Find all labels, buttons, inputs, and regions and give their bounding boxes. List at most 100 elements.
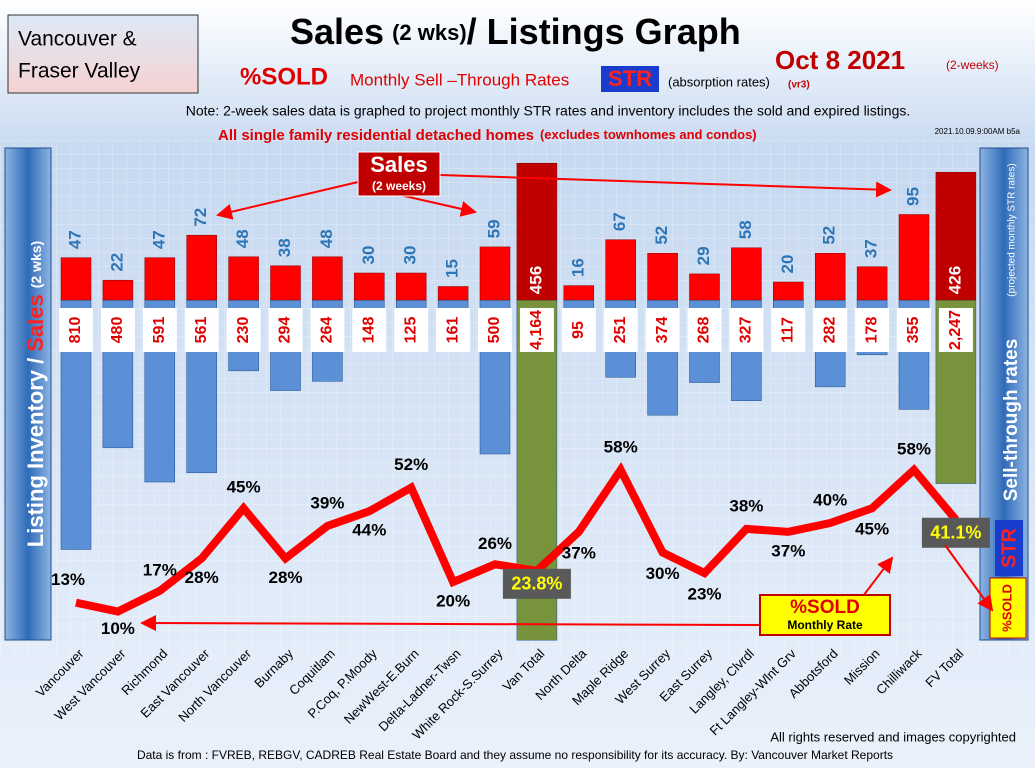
listing-label: 95 (570, 321, 587, 339)
sales-bar (270, 265, 301, 301)
sales-callout: (2 weeks) (372, 179, 426, 193)
sales-bar (773, 281, 804, 301)
str-label: 13% (51, 570, 85, 589)
listing-label-box (268, 308, 303, 352)
str-line (75, 462, 959, 616)
listing-label: 282 (821, 317, 838, 344)
sales-label: 38 (275, 238, 294, 257)
sales-label: 22 (107, 253, 126, 272)
sales-bar (856, 266, 888, 301)
sales-label: 48 (233, 229, 252, 248)
listing-label-box (59, 308, 93, 352)
region: Vancouver & (18, 28, 137, 51)
str-box (995, 520, 1023, 576)
region: Fraser Valley (18, 60, 141, 83)
str-label: 23.8% (511, 574, 562, 594)
listing-label-box (478, 308, 512, 352)
listing-label-box (310, 308, 345, 352)
sold-label: %SOLD (240, 63, 328, 90)
subtitle: Monthly Sell –Through Rates (350, 70, 569, 89)
sales-bar (731, 247, 762, 301)
str-label: 45% (855, 520, 889, 539)
listing-label-box (855, 308, 890, 352)
listing-label: 230 (235, 317, 252, 344)
listing-label-box (813, 308, 848, 352)
note: Note: 2-week sales data is graphed to pr… (186, 103, 911, 119)
str-label: 28% (268, 568, 302, 587)
sales-label: 59 (484, 219, 503, 238)
timestamp: 2021.10.09.9:00AM b5a (935, 127, 1021, 136)
sales-label: 67 (610, 212, 629, 231)
sales-callout: Sales (370, 152, 428, 177)
listing-label-box (561, 308, 596, 352)
str-label: 37% (771, 541, 805, 560)
str-label: 58% (604, 437, 638, 456)
sales-bar (814, 252, 846, 301)
str-label: 30% (646, 564, 680, 583)
rights: All rights reserved and images copyright… (770, 729, 1016, 744)
str-label: 44% (352, 521, 386, 540)
listing-label: 125 (402, 317, 419, 344)
sales-bar (647, 252, 678, 301)
str-label: 58% (897, 439, 931, 458)
sales-label: 29 (694, 246, 713, 265)
listing-label-box (687, 308, 722, 352)
str-box (601, 66, 659, 92)
sales-label: 52 (820, 226, 839, 245)
sales-label: 58 (736, 220, 755, 239)
sales-label: 16 (568, 258, 587, 277)
str-label: 37% (562, 543, 596, 562)
str-total-box (921, 517, 990, 548)
listing-label-box (142, 308, 177, 352)
sales-bar (437, 286, 469, 301)
sales-bar (144, 257, 176, 301)
listing-label: 355 (905, 317, 922, 344)
str-label: 23% (687, 585, 721, 604)
sales-label: 72 (191, 208, 210, 227)
listing-label-box (226, 308, 261, 352)
listing-label: 264 (319, 317, 336, 344)
sales-label: 20 (778, 255, 797, 274)
date: Oct 8 2021 (775, 45, 905, 75)
listing-label-box (771, 308, 806, 352)
listing-label: 591 (151, 317, 168, 344)
right-str: STR (998, 527, 1020, 568)
absorption: (absorption rates) (668, 74, 770, 89)
listing-label-box (100, 308, 135, 352)
listing-label: 480 (109, 317, 126, 344)
listing-label: 561 (193, 317, 210, 344)
listing-label: 117 (780, 317, 797, 343)
listing-label-box (352, 308, 387, 352)
listing-label: 251 (612, 317, 629, 344)
sales-bar (563, 285, 595, 301)
listing-label-box (938, 308, 973, 352)
listing-label: 2,247 (947, 310, 964, 350)
listing-label: 327 (738, 317, 755, 344)
title: Sales (2 wks)/ Listings Graph (290, 11, 741, 52)
sales-bar (605, 239, 636, 301)
str-total-box (502, 568, 571, 599)
listing-label-box (897, 308, 931, 352)
listing-label-box (519, 308, 554, 352)
listing-label: 161 (444, 317, 461, 344)
str-label: 40% (813, 490, 847, 509)
sales-label: 95 (903, 187, 922, 206)
sales-bar (102, 279, 134, 301)
left-panel (4, 147, 52, 641)
listing-label: 178 (863, 317, 880, 344)
listing-label: 4,164 (528, 310, 545, 350)
region-box (7, 14, 199, 94)
sales-bar (516, 162, 558, 301)
sales-bar (479, 246, 511, 301)
listing-label: 294 (277, 317, 294, 344)
str-label: 38% (729, 496, 763, 515)
sales-label: 30 (359, 246, 378, 265)
date-note: (2-weeks) (946, 58, 999, 72)
left-label: Listing Inventory /Sales(2 wks) (23, 241, 48, 547)
sales-bar (898, 214, 930, 301)
sales-label: 15 (443, 259, 462, 278)
sold-callout: Monthly Rate (787, 618, 863, 632)
sold-callout-box (759, 594, 891, 636)
sales-bar (186, 234, 217, 301)
